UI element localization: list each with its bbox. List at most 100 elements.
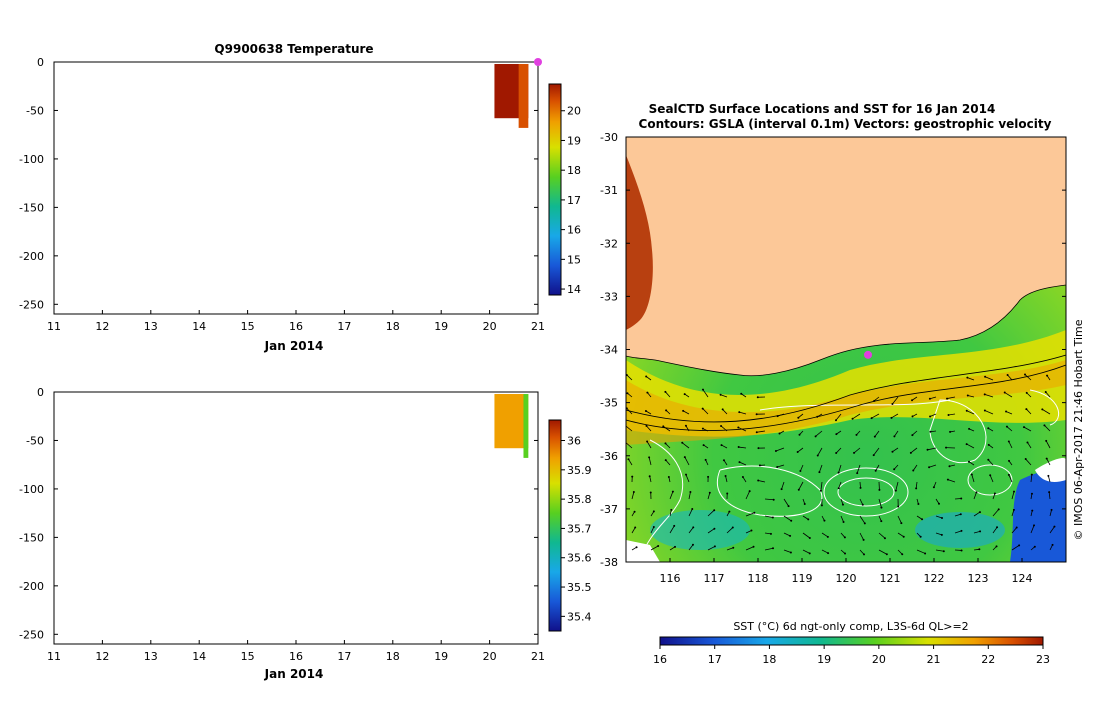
temperature-colorbar [549, 84, 561, 295]
y-tick-label: -50 [26, 434, 44, 447]
map-subtitle: Contours: GSLA (interval 0.1m) Vectors: … [639, 117, 1052, 131]
colorbar-tick-label: 16 [567, 224, 581, 237]
velocity-vector-head [1025, 408, 1027, 410]
velocity-vector-head [653, 526, 655, 528]
y-tick-label: -50 [26, 104, 44, 117]
velocity-vector-head [818, 471, 820, 473]
lat-tick-label: -32 [600, 237, 618, 250]
colorbar-tick-label: 14 [567, 283, 581, 296]
x-tick-label: 16 [289, 650, 303, 663]
velocity-vector-head [842, 504, 844, 506]
velocity-vector-head [705, 459, 707, 461]
lat-tick-label: -35 [600, 397, 618, 410]
map-image [624, 137, 1066, 562]
velocity-vector-head [864, 522, 866, 524]
velocity-vector-head [726, 492, 728, 494]
velocity-vector-head [880, 507, 882, 509]
x-tick-label: 20 [483, 650, 497, 663]
velocity-vector-head [1047, 475, 1049, 477]
velocity-vector-head [1031, 493, 1033, 495]
lon-tick-label: 118 [748, 572, 769, 585]
velocity-vector-head [816, 416, 818, 418]
velocity-vector-head [742, 476, 744, 478]
velocity-vector-head [984, 376, 986, 378]
velocity-vector-head [873, 400, 875, 402]
velocity-vector-head [665, 409, 667, 411]
velocity-vector-head [684, 456, 686, 458]
velocity-vector-head [720, 394, 722, 396]
velocity-vector-head [738, 461, 740, 463]
profile-block [494, 394, 528, 448]
velocity-vector-head [770, 533, 772, 535]
velocity-vector-head [1004, 392, 1006, 394]
velocity-vector-head [798, 489, 800, 491]
velocity-vector-head [799, 470, 801, 472]
velocity-vector-head [873, 454, 875, 456]
velocity-vector-head [1046, 375, 1048, 377]
velocity-vector-head [645, 410, 647, 412]
velocity-vector-head [863, 553, 865, 555]
lon-tick-label: 117 [704, 572, 725, 585]
velocity-vector-head [895, 490, 897, 492]
velocity-vector-head [893, 435, 895, 437]
y-tick-label: -250 [19, 298, 44, 311]
velocity-vector-head [996, 526, 998, 528]
velocity-vector-head [779, 433, 781, 435]
velocity-vector-head [890, 417, 892, 419]
velocity-vector-head [756, 413, 758, 415]
velocity-vector-head [917, 503, 919, 505]
velocity-vector-head [884, 537, 886, 539]
velocity-vector-head [874, 436, 876, 438]
lat-tick-label: -37 [600, 503, 618, 516]
velocity-vector-head [984, 410, 986, 412]
velocity-vector-head [979, 511, 981, 513]
y-tick-label: -200 [19, 580, 44, 593]
sst-colorbar-tick-label: 23 [1036, 653, 1050, 666]
x-tick-label: 19 [434, 320, 448, 333]
velocity-vector-head [948, 465, 950, 467]
velocity-vector-head [989, 474, 991, 476]
lat-tick-label: -31 [600, 184, 618, 197]
velocity-vector-head [996, 545, 998, 547]
velocity-vector-head [911, 434, 913, 436]
velocity-vector-head [1008, 441, 1010, 443]
x-tick-label: 14 [192, 650, 206, 663]
sst-colorbar-tick-label: 19 [817, 653, 831, 666]
velocity-vector-head [1024, 374, 1026, 376]
velocity-vector-head [713, 509, 715, 511]
lon-tick-label: 119 [792, 572, 813, 585]
velocity-vector-head [1023, 426, 1025, 428]
velocity-vector-head [1008, 460, 1010, 462]
velocity-vector-head [728, 511, 730, 513]
velocity-vector-head [634, 527, 636, 529]
velocity-vector-head [968, 428, 970, 430]
colorbar-tick-label: 35.6 [567, 552, 592, 565]
y-tick-label: -100 [19, 483, 44, 496]
velocity-vector-head [723, 459, 725, 461]
colorbar-tick-label: 35.5 [567, 581, 592, 594]
velocity-vector-head [1026, 441, 1028, 443]
velocity-vector-head [721, 444, 723, 446]
colorbar-tick-label: 35.7 [567, 522, 592, 535]
x-tick-label: 18 [386, 650, 400, 663]
velocity-vector-head [756, 431, 758, 433]
colorbar-tick-label: 15 [567, 253, 581, 266]
velocity-vector-head [827, 536, 829, 538]
velocity-vector-head [703, 444, 705, 446]
velocity-vector-head [653, 510, 655, 512]
x-tick-label: 21 [531, 650, 545, 663]
velocity-vector-head [709, 492, 711, 494]
lon-tick-label: 121 [880, 572, 901, 585]
velocity-vector-head [757, 479, 759, 481]
velocity-vector-head [1005, 411, 1007, 413]
velocity-vector-head [1031, 474, 1033, 476]
velocity-vector-head [720, 425, 722, 427]
velocity-vector-head [844, 536, 846, 538]
lon-tick-label: 122 [924, 572, 945, 585]
velocity-vector-head [725, 475, 727, 477]
velocity-vector-head [685, 425, 687, 427]
y-tick-label: -150 [19, 531, 44, 544]
velocity-vector-head [759, 464, 761, 466]
